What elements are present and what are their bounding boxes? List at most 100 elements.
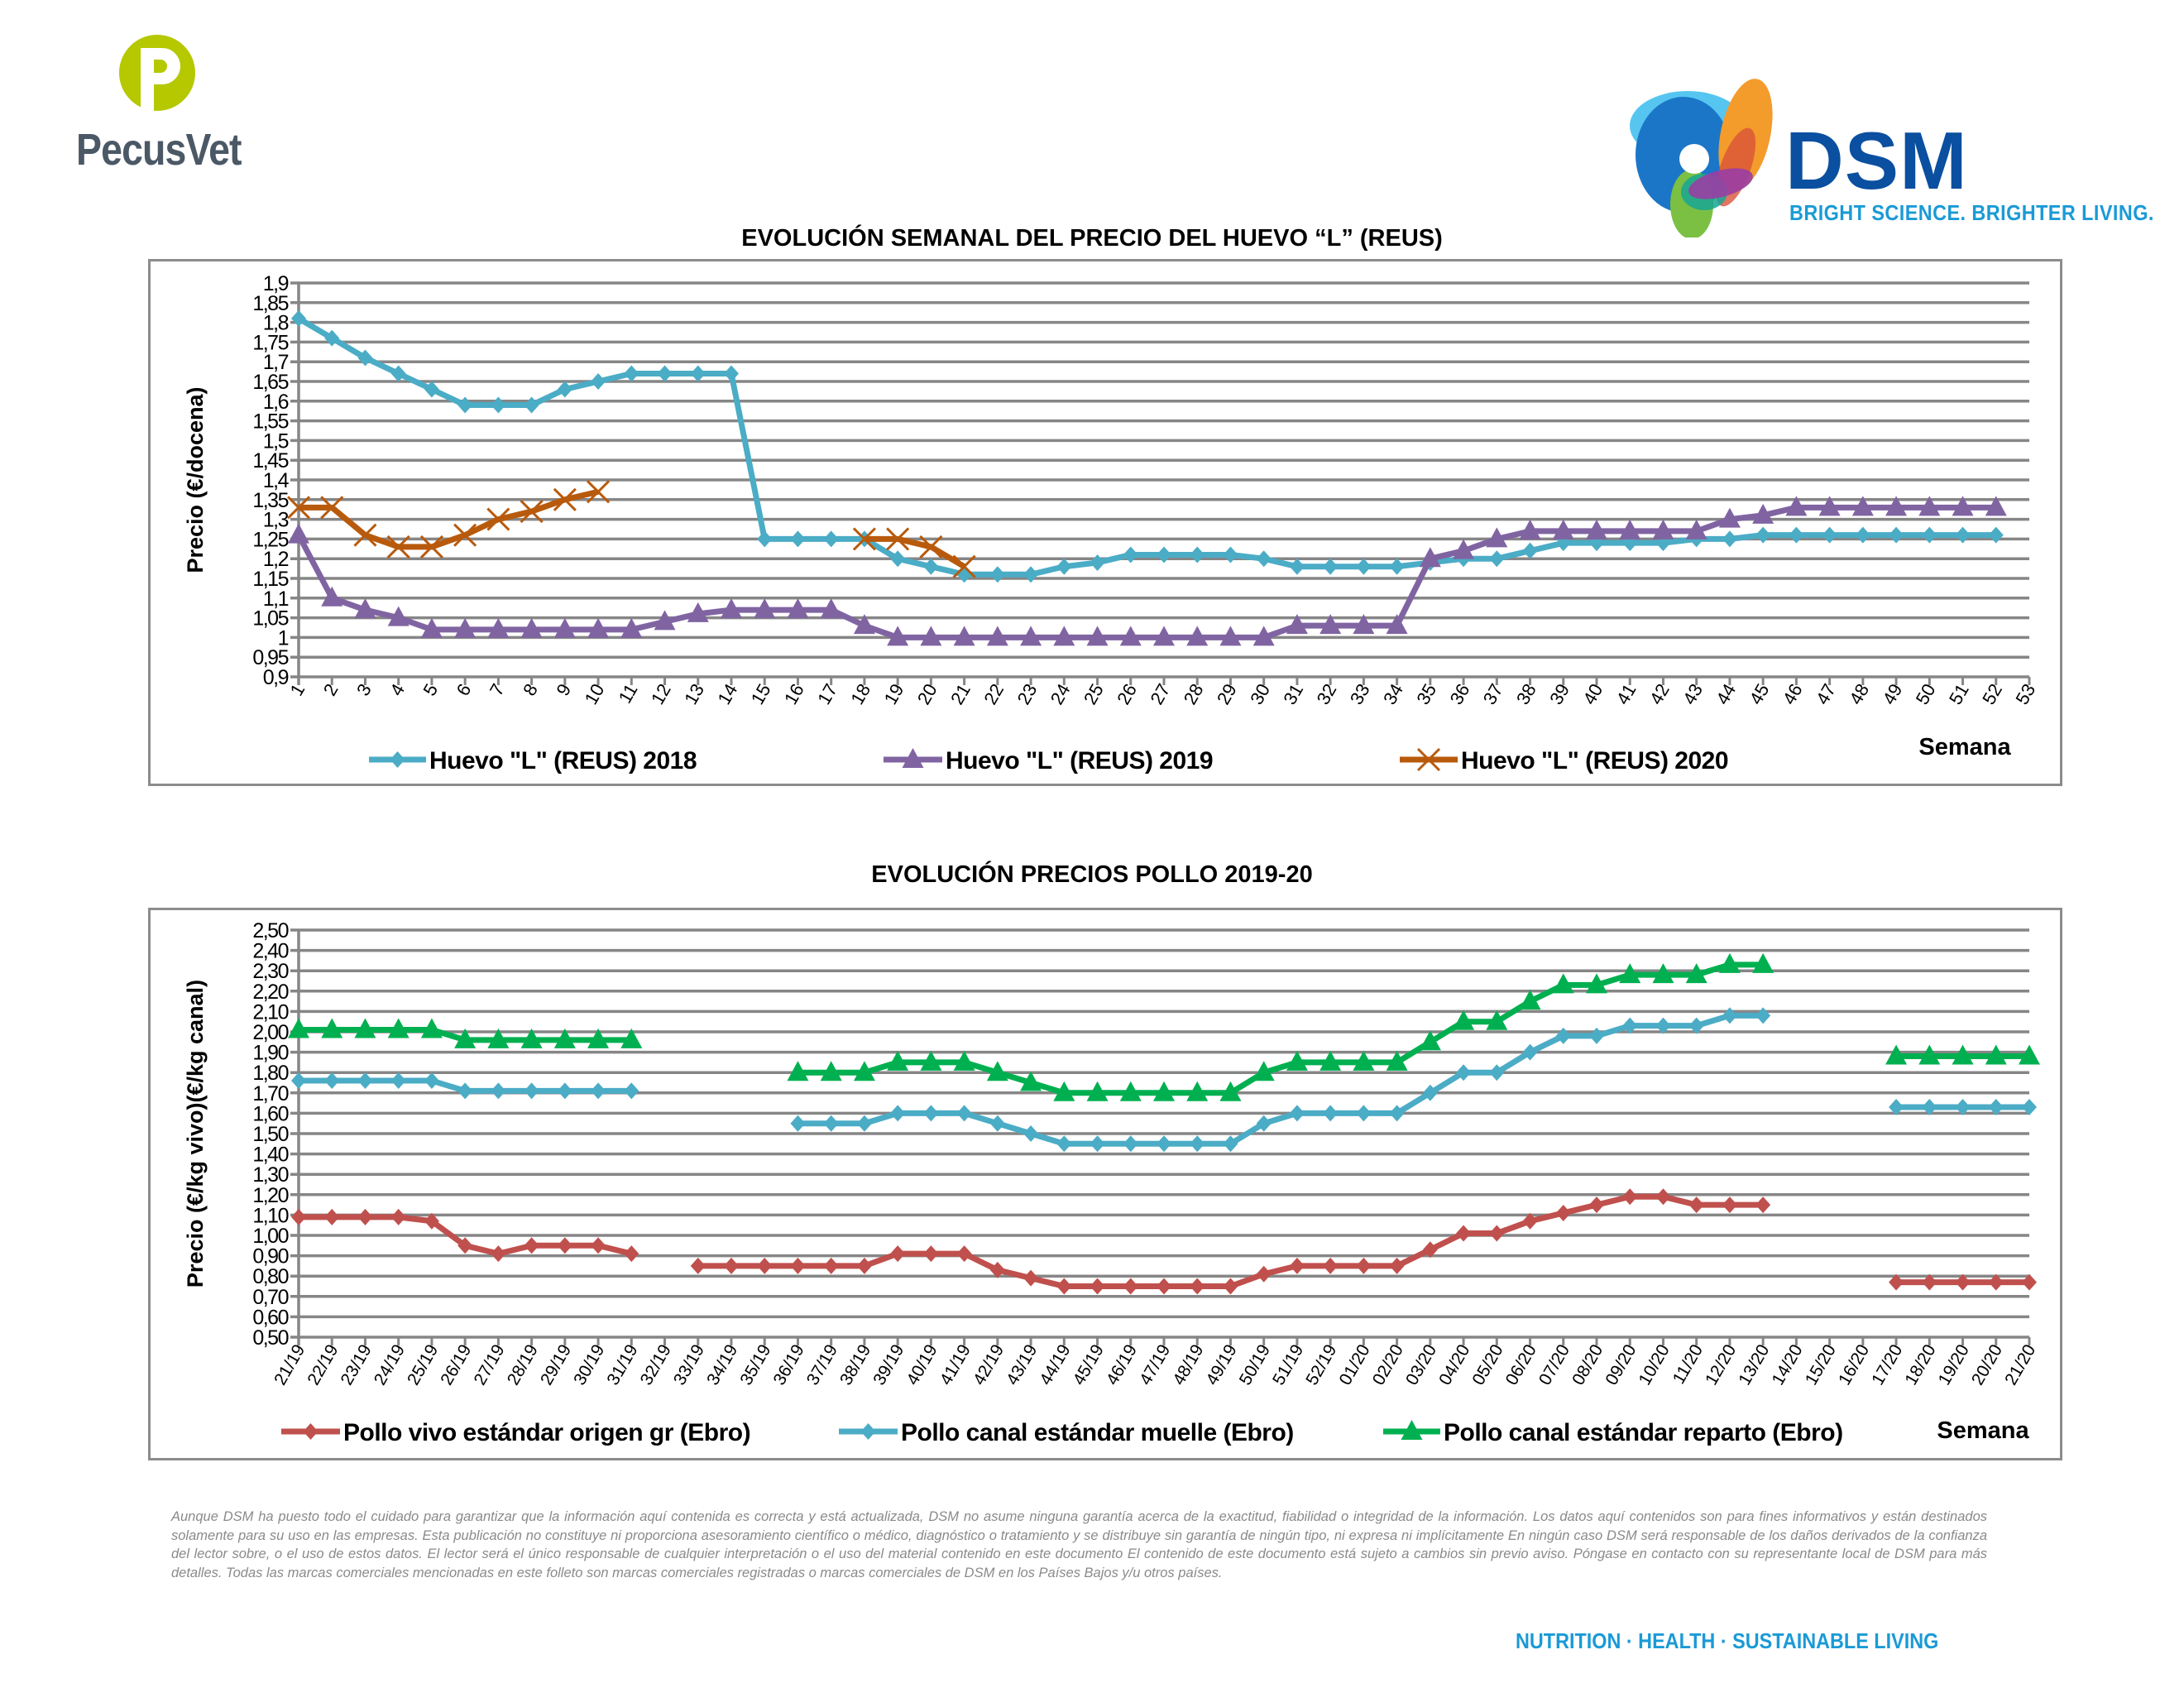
y-tick-label: 1,8	[263, 312, 289, 335]
data-point	[453, 523, 477, 547]
y-tick-label: 1,9	[263, 272, 289, 295]
data-point	[1422, 1084, 1438, 1101]
data-point	[2022, 1099, 2037, 1116]
data-point	[852, 527, 876, 551]
data-point	[1722, 1007, 1737, 1024]
x-axis-title: Semana	[1918, 734, 2011, 760]
y-axis-title: Precio (€/kg vivo)(€/kg canal)	[183, 980, 208, 1288]
x-tick-label: 32/19	[637, 1341, 675, 1388]
data-point	[1586, 973, 1607, 994]
x-tick-label: 47	[1812, 680, 1840, 708]
data-point	[357, 349, 373, 367]
data-point	[1688, 1196, 1704, 1214]
data-point	[1256, 550, 1272, 568]
x-tick-label: 45	[1746, 680, 1774, 708]
data-point	[486, 507, 510, 531]
y-tick-label: 1,45	[252, 449, 288, 472]
data-point	[357, 1072, 373, 1090]
data-point	[1356, 558, 1372, 575]
x-tick-label: 34/19	[703, 1341, 741, 1388]
x-tick-label: 38/19	[836, 1341, 874, 1388]
data-point	[1822, 526, 1837, 544]
data-point	[1356, 1105, 1372, 1122]
x-tick-label: 26	[1113, 680, 1141, 708]
data-point	[457, 396, 473, 414]
x-tick-label: 14/20	[1769, 1341, 1807, 1388]
data-point	[1922, 526, 1937, 544]
x-tick-label: 44/19	[1036, 1341, 1074, 1388]
data-point	[820, 598, 842, 619]
data-point	[620, 1028, 643, 1048]
x-tick-label: 17/20	[1868, 1341, 1906, 1388]
data-point	[591, 373, 606, 390]
data-point	[1252, 626, 1275, 646]
legend-label: Huevo "L" (REUS) 2018	[429, 747, 697, 774]
x-tick-label: 45/19	[1070, 1341, 1108, 1388]
data-point	[919, 535, 943, 559]
data-point	[454, 617, 477, 638]
data-point	[291, 1208, 306, 1225]
data-point	[1453, 539, 1475, 559]
chart1: 0,90,9511,051,11,151,21,251,31,351,41,45…	[183, 272, 2039, 774]
data-point	[524, 1082, 539, 1100]
legend-label: Pollo canal estándar reparto (Ebro)	[1444, 1419, 1843, 1446]
x-tick-label: 30	[1246, 680, 1274, 708]
data-point	[1718, 952, 1741, 973]
data-point	[1655, 1017, 1671, 1034]
data-point	[557, 1237, 572, 1254]
data-point	[1918, 496, 1941, 516]
x-tick-label: 3	[352, 680, 376, 699]
data-point	[1056, 1278, 1072, 1295]
x-tick-label: 21/20	[2001, 1341, 2039, 1388]
data-point	[1023, 1125, 1039, 1142]
data-point	[1389, 558, 1405, 575]
data-point	[1453, 1009, 1475, 1030]
data-point	[624, 1245, 639, 1263]
y-tick-label: 1,10	[252, 1204, 288, 1227]
data-point	[823, 530, 839, 548]
y-tick-label: 1,75	[252, 331, 288, 354]
data-point	[887, 626, 909, 646]
data-point	[587, 480, 611, 504]
data-point	[424, 1072, 439, 1090]
data-point	[1020, 1071, 1042, 1091]
data-point	[724, 1257, 739, 1274]
y-tick-label: 1,30	[252, 1163, 288, 1187]
data-point	[620, 617, 643, 638]
x-tick-label: 20/20	[1968, 1341, 2006, 1388]
y-tick-label: 1,5	[263, 429, 289, 453]
x-tick-label: 8	[519, 680, 542, 699]
data-point	[1186, 626, 1209, 646]
data-point	[1555, 1027, 1571, 1044]
data-point	[1389, 1105, 1405, 1122]
series-2	[291, 1007, 2037, 1153]
x-tick-label: 40	[1578, 680, 1607, 708]
data-point	[1419, 547, 1441, 568]
data-point	[1922, 1099, 1937, 1116]
x-tick-label: 18	[846, 680, 874, 708]
x-tick-label: 28	[1180, 680, 1208, 708]
data-point	[1053, 626, 1075, 646]
data-point	[291, 1072, 306, 1090]
data-point	[457, 1237, 473, 1254]
data-point	[1090, 1135, 1105, 1153]
data-point	[1353, 1050, 1375, 1071]
x-tick-label: 13	[680, 680, 708, 708]
data-point	[491, 1245, 506, 1263]
data-point	[591, 1237, 606, 1254]
data-point	[357, 1208, 373, 1225]
data-point	[1922, 1273, 1937, 1291]
y-tick-label: 2,40	[252, 940, 288, 963]
data-point	[1320, 614, 1342, 635]
x-tick-label: 09/20	[1602, 1341, 1640, 1388]
data-point	[1223, 1278, 1238, 1295]
data-point	[1985, 1044, 2007, 1065]
data-point	[520, 500, 544, 524]
data-point	[1789, 526, 1804, 544]
y-tick-label: 1,80	[252, 1062, 288, 1085]
legend-marker-icon	[303, 1423, 318, 1440]
data-point	[1952, 1044, 1974, 1065]
data-point	[424, 1212, 439, 1230]
series-3	[286, 480, 976, 578]
y-tick-label: 1,25	[252, 528, 288, 551]
